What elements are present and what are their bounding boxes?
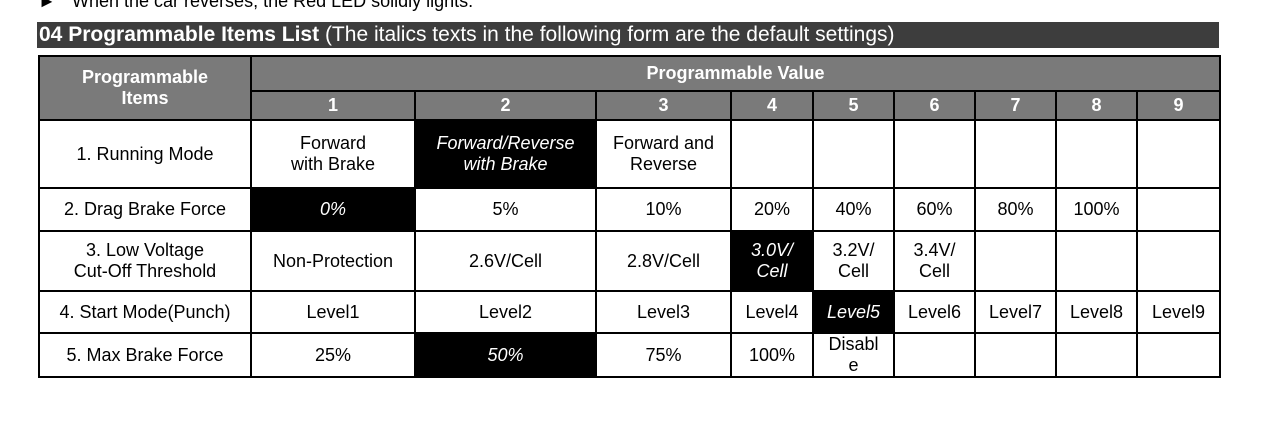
value-cell: Level8 bbox=[1055, 290, 1138, 334]
value-cell: Forward and Reverse bbox=[595, 119, 732, 189]
value-cell bbox=[1136, 119, 1221, 189]
value-cell: 10% bbox=[595, 187, 732, 232]
table-row: 2. Drag Brake Force 0% 5% 10% 20% 40% 60% 80% 10… bbox=[38, 187, 1221, 232]
value-cell: 2.6V/Cell bbox=[414, 230, 597, 292]
value-cell: 100% bbox=[1055, 187, 1138, 232]
item-label: 4. Start Mode(Punch) bbox=[38, 290, 252, 334]
value-cell: Level1 bbox=[250, 290, 416, 334]
value-cell: Level4 bbox=[730, 290, 814, 334]
value-cell bbox=[1136, 332, 1221, 378]
value-cell: 100% bbox=[730, 332, 814, 378]
value-cell: 20% bbox=[730, 187, 814, 232]
value-cell: 40% bbox=[812, 187, 895, 232]
column-header-6: 6 bbox=[893, 90, 976, 121]
column-header-7: 7 bbox=[974, 90, 1057, 121]
column-header-9: 9 bbox=[1136, 90, 1221, 121]
item-label: 2. Drag Brake Force bbox=[38, 187, 252, 232]
column-header-5: 5 bbox=[812, 90, 895, 121]
value-cell: Level3 bbox=[595, 290, 732, 334]
table-row: 4. Start Mode(Punch) Level1 Level2 Level3 Le… bbox=[38, 290, 1221, 334]
default-value-cell: Level5 bbox=[812, 290, 895, 334]
value-cell bbox=[974, 230, 1057, 292]
value-cell bbox=[1055, 332, 1138, 378]
table-row: 3. Low Voltage Cut-Off Threshold Non-Prot… bbox=[38, 230, 1221, 292]
value-cell: 75% bbox=[595, 332, 732, 378]
value-cell bbox=[974, 332, 1057, 378]
section-header: 04 Programmable Items List (The italics … bbox=[37, 22, 1219, 48]
value-cell bbox=[1055, 230, 1138, 292]
column-header-2: 2 bbox=[414, 90, 597, 121]
value-cell: Level7 bbox=[974, 290, 1057, 334]
value-cell: 80% bbox=[974, 187, 1057, 232]
table-row: 1. Running Mode Forward with Brake Forward… bbox=[38, 119, 1221, 189]
value-cell: 3.4V/ Cell bbox=[893, 230, 976, 292]
item-label: 5. Max Brake Force bbox=[38, 332, 252, 378]
item-label: 1. Running Mode bbox=[38, 119, 252, 189]
column-header-1: 1 bbox=[250, 90, 416, 121]
default-value-cell: Forward/Reverse with Brake bbox=[414, 119, 597, 189]
section-subtitle: (The italics texts in the following form… bbox=[319, 23, 895, 46]
value-cell: Disabl e bbox=[812, 332, 895, 378]
table-row: 5. Max Brake Force 25% 50% 75% 100% Disabl e bbox=[38, 332, 1221, 378]
column-header-4: 4 bbox=[730, 90, 814, 121]
value-cell bbox=[893, 332, 976, 378]
column-header-8: 8 bbox=[1055, 90, 1138, 121]
header-programmable-value: Programmable Value bbox=[250, 55, 1221, 92]
value-cell: 2.8V/Cell bbox=[595, 230, 732, 292]
table-body: 1. Running Mode Forward with Brake Forward… bbox=[38, 119, 1221, 378]
value-cell: 60% bbox=[893, 187, 976, 232]
value-cell bbox=[1136, 230, 1221, 292]
value-cell: Non-Protection bbox=[250, 230, 416, 292]
value-cell: Level6 bbox=[893, 290, 976, 334]
value-cell bbox=[893, 119, 976, 189]
value-cell: 3.2V/ Cell bbox=[812, 230, 895, 292]
value-cell bbox=[1136, 187, 1221, 232]
previous-bullet-text: When the car reverses, the Red LED solid… bbox=[72, 0, 474, 11]
value-cell: 25% bbox=[250, 332, 416, 378]
section-title: 04 Programmable Items List bbox=[39, 23, 320, 46]
value-cell: Level2 bbox=[414, 290, 597, 334]
value-cell bbox=[730, 119, 814, 189]
value-cell: Forward with Brake bbox=[250, 119, 416, 189]
bullet-arrow-icon: ► bbox=[38, 0, 56, 11]
column-header-3: 3 bbox=[595, 90, 732, 121]
value-cell bbox=[974, 119, 1057, 189]
default-value-cell: 0% bbox=[250, 187, 416, 232]
value-cell: 5% bbox=[414, 187, 597, 232]
default-value-cell: 3.0V/ Cell bbox=[730, 230, 814, 292]
value-cell bbox=[1055, 119, 1138, 189]
item-label: 3. Low Voltage Cut-Off Threshold bbox=[38, 230, 252, 292]
value-cell: Level9 bbox=[1136, 290, 1221, 334]
value-cell bbox=[812, 119, 895, 189]
header-programmable-items: Programmable Items bbox=[38, 55, 252, 121]
previous-bullet-line: ► When the car reverses, the Red LED soli… bbox=[38, 0, 473, 12]
default-value-cell: 50% bbox=[414, 332, 597, 378]
